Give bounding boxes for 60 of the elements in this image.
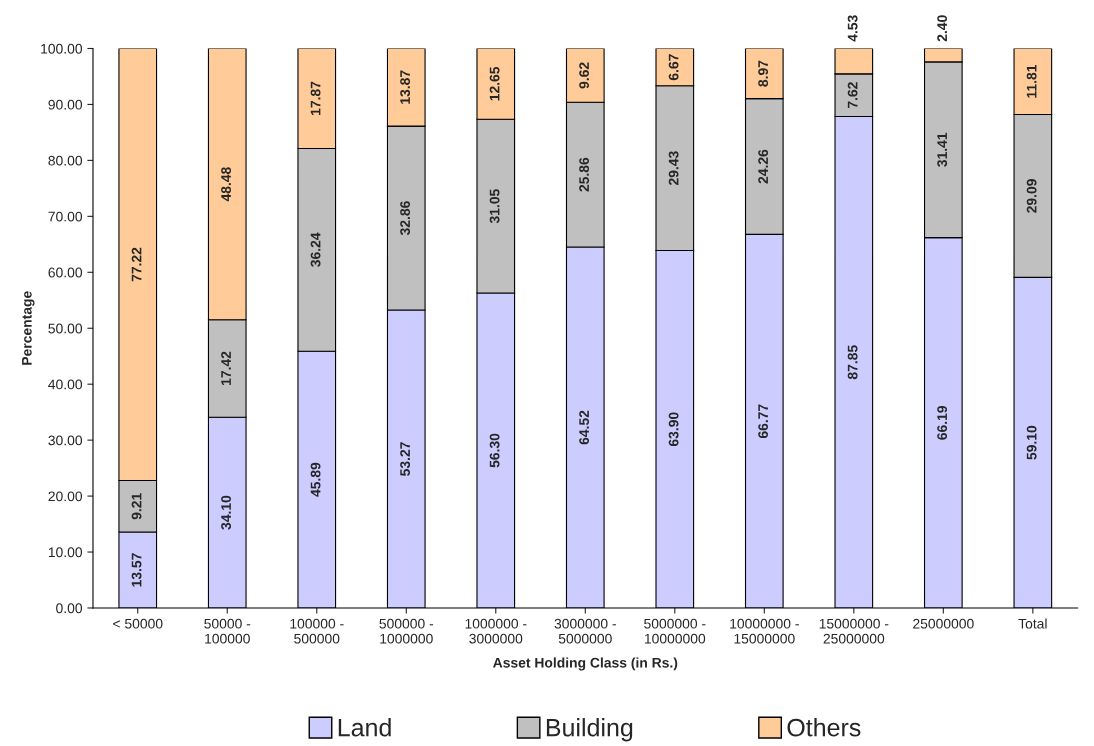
legend-label: Land — [338, 718, 391, 737]
data-label: 36.24 — [310, 232, 321, 267]
data-label: 12.65 — [489, 66, 500, 101]
y-tick-label: 10.00 — [48, 547, 83, 558]
x-tick-label: 500000 - 1000000 — [379, 618, 434, 644]
data-label: 2.40 — [937, 15, 948, 42]
data-label: 63.90 — [668, 412, 679, 447]
data-label: 53.27 — [400, 442, 411, 476]
data-label: 29.43 — [668, 151, 679, 186]
data-label: 56.30 — [489, 433, 500, 468]
y-tick-label: 20.00 — [48, 491, 83, 502]
data-label: 87.85 — [847, 345, 858, 380]
data-label: 24.26 — [758, 149, 769, 184]
data-label: 31.41 — [937, 132, 948, 167]
y-tick-label: 0.00 — [56, 603, 83, 614]
data-label: 6.67 — [668, 54, 679, 81]
data-label: 8.97 — [758, 60, 769, 87]
data-label: 34.10 — [221, 495, 231, 530]
data-label: 45.89 — [310, 462, 321, 497]
data-label: 7.62 — [847, 82, 858, 109]
data-label: 9.62 — [579, 62, 590, 89]
y-tick-label: 40.00 — [48, 379, 83, 390]
y-tick-label: 30.00 — [48, 435, 83, 446]
x-tick-label: 10000000 - 15000000 — [730, 618, 799, 644]
data-label: 48.48 — [221, 167, 231, 202]
data-label: 66.77 — [758, 404, 769, 439]
x-tick-label: 15000000 - 25000000 — [819, 618, 889, 644]
y-tick-label: 60.00 — [48, 267, 83, 278]
data-label: 32.86 — [400, 201, 411, 236]
data-label: 13.87 — [400, 70, 411, 104]
data-label: 13.57 — [131, 553, 142, 587]
data-label: 17.87 — [310, 81, 321, 115]
x-axis-title: Asset Holding Class (in Rs.) — [493, 657, 678, 671]
y-tick-label: 100.00 — [41, 43, 83, 54]
data-label: 31.05 — [489, 189, 500, 224]
data-label: 11.81 — [1026, 64, 1037, 98]
data-label: 59.10 — [1026, 425, 1037, 460]
x-tick-label: < 50000 — [113, 618, 163, 629]
y-tick-label: 90.00 — [48, 99, 83, 110]
data-label: 77.22 — [131, 247, 142, 282]
x-tick-label: 25000000 — [913, 618, 974, 629]
y-tick-label: 70.00 — [48, 211, 83, 222]
data-label: 9.21 — [131, 493, 142, 520]
y-tick-label: 80.00 — [48, 155, 83, 166]
legend-label: Others — [787, 718, 861, 737]
y-axis-title: Percentage — [22, 291, 35, 365]
x-tick-label: 5000000 - 10000000 — [644, 618, 706, 644]
x-tick-label: Total — [1018, 618, 1047, 629]
y-tick-label: 50.00 — [48, 323, 83, 334]
data-label: 25.86 — [579, 157, 590, 192]
data-label: 66.19 — [937, 405, 948, 440]
data-label: 4.53 — [847, 15, 858, 42]
x-tick-label: 3000000 - 5000000 — [554, 618, 616, 644]
x-tick-label: 100000 - 500000 — [290, 618, 344, 644]
legend-label: Building — [546, 718, 633, 742]
x-tick-label: 1000000 - 3000000 — [465, 618, 527, 644]
data-label: 64.52 — [579, 410, 590, 445]
data-label: 29.09 — [1026, 179, 1037, 213]
x-tick-label: 50000 - 100000 — [204, 618, 251, 644]
data-label: 17.42 — [221, 351, 231, 385]
